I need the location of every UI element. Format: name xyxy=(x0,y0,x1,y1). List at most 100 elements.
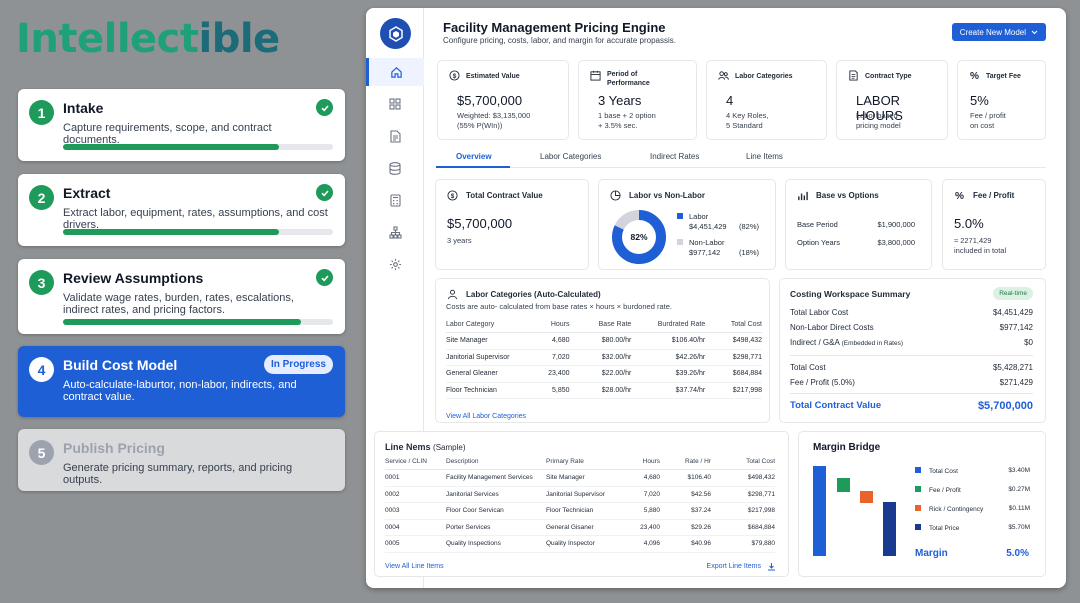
fee-percent: 5.0% xyxy=(954,216,984,231)
document-icon[interactable] xyxy=(366,122,424,150)
table-row[interactable]: Janitorial Supervisor 7,020 $32.00/hr $42.2… xyxy=(446,349,762,366)
legend-item: Fee / Profit $0.27M xyxy=(915,486,1030,494)
cell: 0001 xyxy=(385,469,446,487)
kpi-sub: Weighted: $3,135,000 xyxy=(457,111,531,120)
step-extract[interactable]: 2 Extract Extract labor, equipment, rate… xyxy=(18,174,345,246)
view-all-line-items-link[interactable]: View All Line Items xyxy=(385,563,444,570)
labor-donut-chart: 82% xyxy=(612,210,666,264)
app-window: Facility Management Pricing Engine Confi… xyxy=(366,8,1066,588)
cell: $217,998 xyxy=(705,382,762,399)
table-header-row: Labor Category Hours Base Rate Burdrated… xyxy=(446,317,762,333)
kpi-sub: 1 base + 2 option xyxy=(598,111,656,120)
step-review-assumptions[interactable]: 3 Review Assumptions Validate wage rates… xyxy=(18,259,345,334)
person-icon xyxy=(447,289,458,300)
column-header: Primary Rate xyxy=(546,454,626,470)
table-row[interactable]: 0004 Porter Services General Gisaner 23,400… xyxy=(385,519,775,536)
card-margin-bridge: Margin Bridge Total Cost $3.40M Fee / Pro… xyxy=(798,431,1046,577)
summary-row-labor: Total Labor Cost $4,451,429 xyxy=(790,308,1033,317)
column-header: Rate / Hr xyxy=(660,454,711,470)
cell: Porter Services xyxy=(446,519,546,536)
brand-logo: Intellectible xyxy=(16,16,280,62)
org-chart-icon[interactable] xyxy=(366,218,424,246)
row-value: $0 xyxy=(1024,338,1033,347)
card-fee-profit: % Fee / Profit 5.0% ≈ 2271,429 included in… xyxy=(942,179,1046,270)
legend-label: Rick / Contingency xyxy=(929,506,984,513)
table-row[interactable]: Floor Technician 5,850 $28.00/hr $37.74/hr $… xyxy=(446,382,762,399)
kpi-value: 4 xyxy=(726,93,734,108)
legend-label: Total Price xyxy=(929,525,960,532)
table-row[interactable]: Site Manager 4,680 $80.00/hr $106.40/hr $498… xyxy=(446,332,762,350)
table-row[interactable]: 0005 Quality Inspections Quality Inspector… xyxy=(385,535,775,553)
cell: $22.00/hr xyxy=(569,365,632,383)
database-icon[interactable] xyxy=(366,154,424,182)
total-contract-amount: $5,700,000 xyxy=(447,216,513,231)
legend-swatch xyxy=(677,213,683,219)
kpi-sub: pricing model xyxy=(856,121,901,130)
check-icon xyxy=(316,99,333,116)
step-publish-pricing[interactable]: 5 Publish Pricing Generate pricing summa… xyxy=(18,429,345,491)
row-label: Fee / Profit (5.0%) xyxy=(790,378,855,387)
margin-label: Margin xyxy=(915,548,948,559)
row-label: Non-Labor Direct Costs xyxy=(790,323,874,332)
card-title: Line Nems xyxy=(385,442,431,452)
step-build-cost-model[interactable]: 4 Build Cost Model Auto-calculate-laburt… xyxy=(18,346,345,417)
legend-label: Labor xyxy=(689,212,709,221)
cell: $106.40 xyxy=(660,469,711,487)
kpi-estimated-value: $ Estimated Value $5,700,000 Weighted: $3… xyxy=(437,60,569,140)
fee-note: included in total xyxy=(954,246,1007,255)
table-header-row: Service / CLIN Description Primary Rate … xyxy=(385,454,775,470)
download-icon[interactable] xyxy=(767,562,776,571)
gear-icon[interactable] xyxy=(366,250,424,278)
step-title: Review Assumptions xyxy=(63,270,204,286)
table-row[interactable]: 0003 Floor Coor Servican Floor Technician 5… xyxy=(385,502,775,520)
tab-line-items[interactable]: Line Items xyxy=(746,152,783,161)
row-value: $271,429 xyxy=(999,378,1033,387)
app-logo-icon[interactable] xyxy=(380,18,411,49)
grid-icon[interactable] xyxy=(366,90,424,118)
cell: $106.40/hr xyxy=(631,332,706,350)
legend-swatch xyxy=(915,505,921,511)
view-all-labor-categories-link[interactable]: View All Labor Categories xyxy=(446,413,527,420)
cell: $298,771 xyxy=(711,486,775,503)
card-title-note: (Sample) xyxy=(433,443,466,452)
step-intake[interactable]: 1 Intake Capture requirements, scope, an… xyxy=(18,89,345,161)
progress-fill xyxy=(63,229,279,235)
cell: Floor Technician xyxy=(546,502,626,520)
create-new-model-button[interactable]: Create New Model xyxy=(951,23,1046,41)
legend-item: Total Price $5.70M xyxy=(915,524,1030,532)
tab-labor-categories[interactable]: Labor Categories xyxy=(540,152,602,161)
option-years-row: Option Years $3,800,000 xyxy=(797,238,915,247)
home-icon[interactable] xyxy=(366,58,424,86)
row-value: $3,800,000 xyxy=(877,238,915,247)
line-items-title: Line Nems (Sample) xyxy=(385,442,465,452)
base-period-row: Base Period $1,900,000 xyxy=(797,220,915,229)
kpi-label: Contract Type xyxy=(865,73,912,80)
row-value: $1,900,000 xyxy=(877,220,915,229)
tab-indirect-rates[interactable]: Indirect Rates xyxy=(650,152,700,161)
table-row[interactable]: General Gleaner 23,400 $22.00/hr $39.26/hr $… xyxy=(446,365,762,383)
legend-value: $977,142 xyxy=(689,248,721,257)
row-label: Total Labor Cost xyxy=(790,308,849,317)
svg-text:%: % xyxy=(955,191,964,201)
step-number: 4 xyxy=(29,357,54,382)
row-label: Total Contract Value xyxy=(790,400,882,411)
table-row[interactable]: 0002 Janitorial Services Janitorial Superv… xyxy=(385,486,775,503)
svg-text:%: % xyxy=(970,71,979,81)
step-title: Intake xyxy=(63,100,104,116)
calculator-icon[interactable] xyxy=(366,186,424,214)
column-header: Base Rate xyxy=(569,317,632,333)
export-line-items-link[interactable]: Export Line Items xyxy=(706,563,761,570)
card-title: Fee / Profit xyxy=(973,191,1015,200)
tab-overview[interactable]: Overview xyxy=(456,152,492,161)
kpi-labor-categories: Labor Categories 4 4 Key Roles, 5 Standar… xyxy=(706,60,827,140)
bridge-legend: Total Cost $3.40M Fee / Profit $0.27M Rick… xyxy=(915,467,1030,532)
kpi-value: LABOR HOURS xyxy=(856,93,903,123)
cell: $29.26 xyxy=(660,519,711,536)
cell: $37.74/hr xyxy=(631,382,706,399)
row-label: Option Years xyxy=(797,238,840,247)
tab-bar: Overview Labor Categories Indirect Rates… xyxy=(436,148,1046,168)
table-row[interactable]: 0001 Facility Management Services Site Man… xyxy=(385,469,775,487)
kpi-sub: 4 Key Roles, xyxy=(726,111,769,120)
legend-swatch xyxy=(677,239,683,245)
cell: Quality Inspector xyxy=(546,535,626,553)
